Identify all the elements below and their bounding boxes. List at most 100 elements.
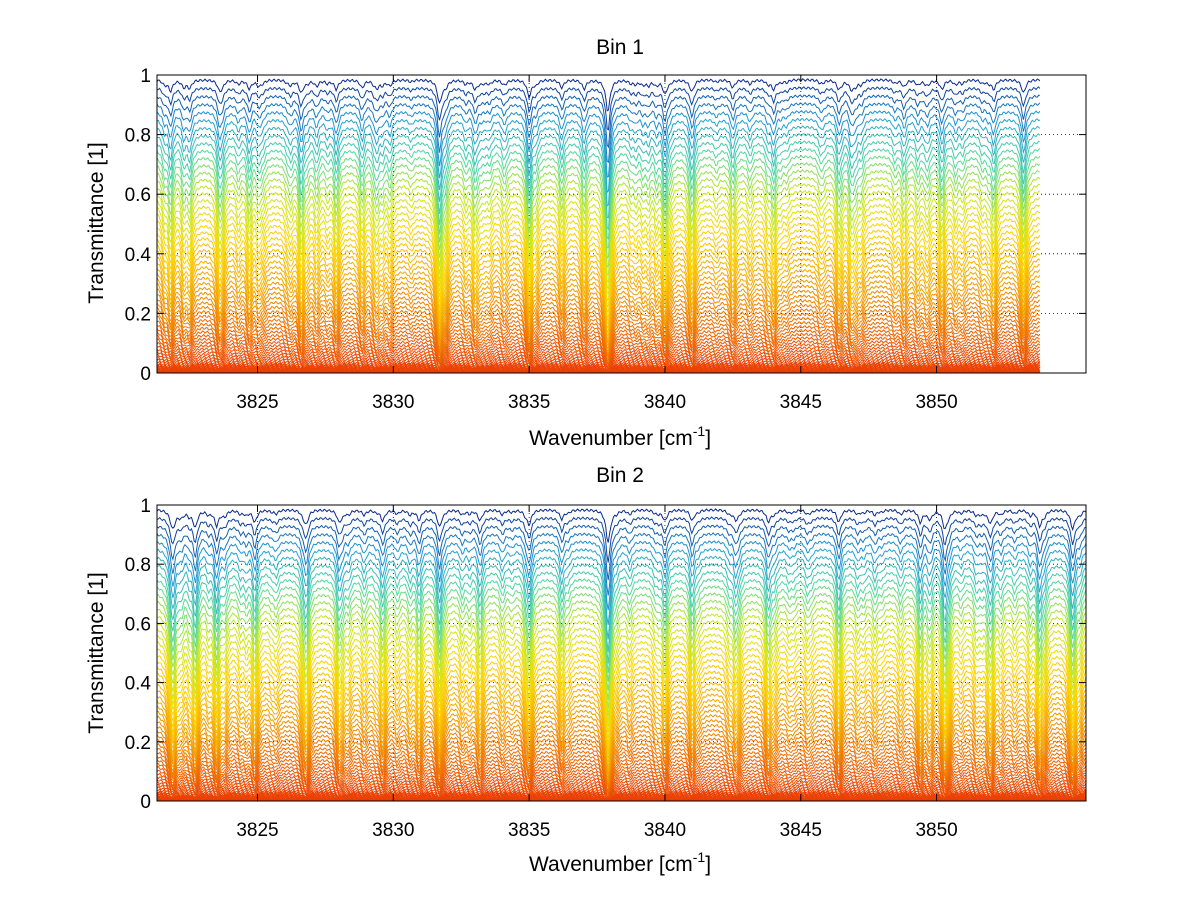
spectrum-line [156, 606, 1087, 709]
spectra-lines [156, 78, 1041, 374]
spectrum-line [156, 155, 1041, 249]
spectrum-line [156, 768, 1087, 798]
x-tick-label: 3835 [508, 820, 550, 841]
spectrum-line [156, 676, 1087, 763]
spectrum-line [156, 263, 1040, 343]
spectrum-line [156, 592, 1087, 691]
spectrum-line [156, 745, 1087, 793]
spectrum-line [156, 749, 1086, 795]
spectrum-line [156, 687, 1087, 771]
spectrum-line [156, 670, 1087, 759]
panel-title: Bin 1 [596, 36, 644, 59]
panel-bin-1: Bin 1 3825 3830 3835 3840 3845 3850 0 0.2 0.4 0.6… [85, 36, 1087, 450]
spectrum-line [156, 284, 1041, 353]
spectrum-line [156, 547, 1087, 625]
spectrum-line [156, 189, 1041, 290]
spectrum-line [156, 570, 1087, 664]
spectrum-line [156, 162, 1041, 260]
spectrum-line [156, 664, 1087, 756]
spectrum-line [156, 339, 1041, 370]
spectrum-line [156, 718, 1087, 784]
spectrum-line [156, 240, 1041, 329]
spectrum-line [156, 626, 1087, 727]
spectrum-line [156, 308, 1041, 360]
x-tick-label: 3825 [236, 392, 278, 413]
y-tick-label: 0.2 [125, 733, 151, 754]
y-tick-label: 0.4 [125, 674, 152, 695]
spectrum-line [156, 86, 1041, 131]
spectrum-line [156, 771, 1087, 799]
spectrum-line [156, 312, 1040, 363]
spectrum-line [156, 633, 1087, 733]
y-tick-label: 1 [140, 496, 151, 517]
spectrum-line [156, 209, 1040, 309]
y-tick-label: 0.4 [125, 245, 152, 266]
spectrum-line [156, 147, 1041, 241]
spectrum-line [156, 298, 1041, 358]
spectrum-line [156, 320, 1041, 365]
spectrum-line [156, 274, 1041, 346]
y-tick-label: 0.8 [125, 126, 151, 147]
spectrum-line [156, 703, 1087, 777]
spectrum-line [156, 714, 1087, 783]
spectrum-line [156, 753, 1087, 794]
spectrum-line [156, 169, 1041, 269]
spectrum-line [156, 140, 1040, 231]
spectrum-line [156, 349, 1041, 370]
spectrum-line [156, 585, 1087, 682]
x-tick-label: 3830 [372, 392, 414, 413]
spectrum-line [156, 508, 1087, 543]
spectrum-line [156, 109, 1041, 178]
x-axis-label: Wavenumber [cm-1] [529, 849, 711, 876]
spectrum-line [156, 737, 1087, 788]
spectrum-line [156, 774, 1087, 799]
spectrum-line [157, 342, 1041, 370]
y-axis-label: Transmittance [1] [85, 142, 108, 303]
x-tick-label: 3830 [372, 820, 414, 841]
spectrum-line [156, 234, 1041, 325]
spectrum-line [156, 316, 1041, 363]
spectrum-line [156, 332, 1041, 367]
spectrum-line [156, 693, 1087, 773]
panel-title: Bin 2 [596, 464, 644, 487]
spectrum-line [156, 203, 1041, 302]
spectrum-line [156, 532, 1087, 596]
spectrum-line [156, 764, 1087, 796]
axes-frame [156, 504, 1087, 802]
spectrum-line [156, 354, 1040, 372]
spectrum-line [156, 101, 1041, 164]
spectrum-line [156, 658, 1087, 753]
panel-bin-2: Bin 2 3825 3830 3835 3840 3845 3850 0 0.2 0.4 0.6… [85, 464, 1087, 876]
spectrum-line [156, 780, 1087, 799]
spectrum-line [156, 733, 1087, 787]
spectrum-line [156, 555, 1087, 640]
y-tick-label: 0.6 [125, 614, 151, 635]
axes-frame [156, 74, 1087, 374]
spectrum-line [156, 94, 1040, 149]
spectrum-line [156, 117, 1041, 194]
x-tick-label: 3850 [915, 820, 957, 841]
spectrum-line [156, 324, 1040, 366]
spectrum-line [156, 577, 1087, 673]
spectrum-line [156, 176, 1041, 276]
spectrum-line [156, 728, 1087, 787]
x-tick-label: 3835 [508, 392, 550, 413]
x-tick-label: 3845 [780, 820, 822, 841]
y-tick-label: 0 [140, 364, 151, 385]
spectrum-line [156, 252, 1041, 337]
spectrum-line [156, 228, 1040, 323]
spectrum-line [156, 562, 1087, 653]
spectrum-line [156, 783, 1087, 800]
spectrum-line [156, 741, 1087, 791]
spectrum-line [156, 757, 1087, 794]
spectrum-line [156, 698, 1087, 774]
spectrum-line [156, 785, 1087, 801]
spectrum-line [156, 516, 1087, 563]
spectrum-line [156, 222, 1041, 318]
spectrum-line [157, 708, 1087, 779]
spectrum-line [156, 652, 1087, 750]
y-tick-label: 0 [140, 792, 151, 813]
x-tick-label: 3840 [644, 820, 686, 841]
x-tick-label: 3850 [915, 392, 957, 413]
